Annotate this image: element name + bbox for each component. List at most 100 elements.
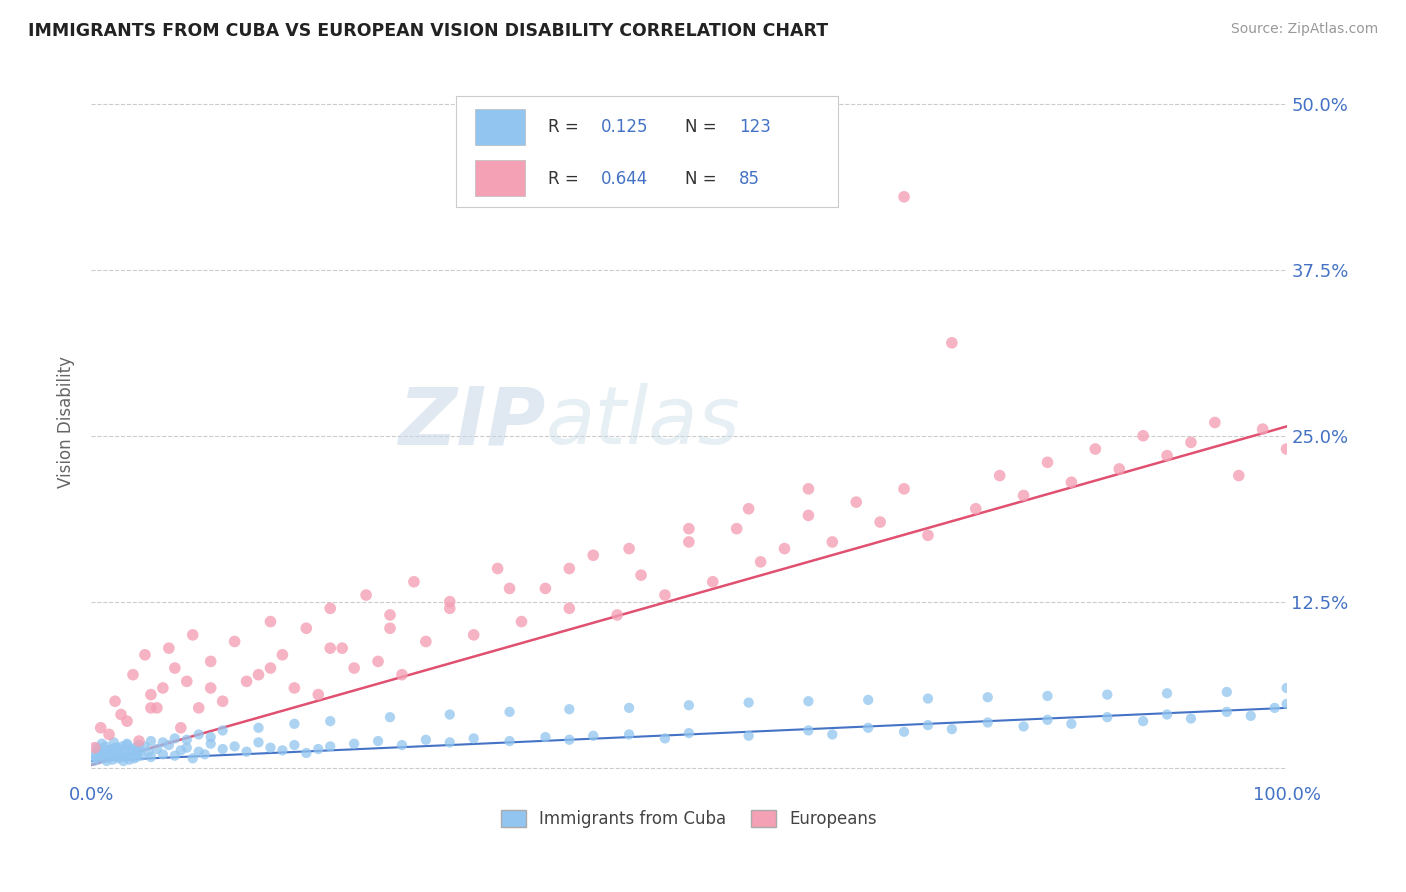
Point bbox=[107, 740, 129, 755]
Point bbox=[283, 681, 305, 695]
Point bbox=[319, 714, 342, 728]
Point bbox=[558, 702, 581, 716]
Point bbox=[617, 701, 640, 715]
Point bbox=[737, 501, 759, 516]
Point bbox=[134, 739, 156, 754]
Point bbox=[319, 641, 342, 656]
Point bbox=[91, 746, 114, 760]
Point bbox=[1012, 719, 1035, 733]
Point bbox=[110, 748, 132, 763]
Point bbox=[378, 607, 401, 622]
Point bbox=[965, 501, 987, 516]
Point bbox=[122, 745, 145, 759]
Point bbox=[200, 730, 222, 744]
Point bbox=[247, 667, 270, 681]
Point bbox=[295, 621, 318, 635]
Point bbox=[211, 742, 233, 756]
Point bbox=[283, 716, 305, 731]
Point bbox=[259, 661, 281, 675]
Point bbox=[1036, 455, 1059, 469]
Point bbox=[856, 721, 879, 735]
Point bbox=[187, 701, 209, 715]
Point bbox=[1097, 710, 1119, 724]
Point bbox=[114, 743, 136, 757]
Point bbox=[200, 681, 222, 695]
Point bbox=[1132, 429, 1154, 443]
Point bbox=[510, 615, 533, 629]
Point bbox=[498, 734, 520, 748]
Point bbox=[247, 721, 270, 735]
Point bbox=[259, 615, 281, 629]
Point bbox=[654, 588, 676, 602]
Point bbox=[893, 724, 915, 739]
Point bbox=[1216, 705, 1239, 719]
Point bbox=[117, 747, 139, 762]
Point bbox=[97, 743, 120, 757]
Point bbox=[187, 727, 209, 741]
Point bbox=[1216, 685, 1239, 699]
Point bbox=[917, 528, 939, 542]
Point bbox=[112, 754, 135, 768]
Point bbox=[354, 588, 377, 602]
Point bbox=[941, 335, 963, 350]
Point bbox=[1060, 716, 1083, 731]
Point bbox=[893, 482, 915, 496]
Point bbox=[1036, 713, 1059, 727]
Point bbox=[1275, 681, 1298, 695]
Point bbox=[1227, 468, 1250, 483]
Point bbox=[118, 753, 141, 767]
Point bbox=[1180, 711, 1202, 725]
Point bbox=[845, 495, 868, 509]
Point bbox=[463, 731, 485, 746]
Point bbox=[1180, 435, 1202, 450]
Point bbox=[367, 654, 389, 668]
Point bbox=[98, 747, 121, 762]
Point bbox=[702, 574, 724, 589]
Point bbox=[1240, 709, 1263, 723]
Point bbox=[122, 667, 145, 681]
Point bbox=[98, 750, 121, 764]
Point bbox=[1012, 488, 1035, 502]
Point bbox=[87, 753, 110, 767]
Text: atlas: atlas bbox=[546, 384, 740, 461]
Point bbox=[104, 745, 127, 759]
Point bbox=[181, 751, 204, 765]
Point bbox=[402, 574, 425, 589]
Y-axis label: Vision Disability: Vision Disability bbox=[58, 357, 75, 489]
Point bbox=[617, 541, 640, 556]
Point bbox=[170, 721, 193, 735]
Point bbox=[821, 535, 844, 549]
Point bbox=[391, 667, 413, 681]
Point bbox=[797, 508, 820, 523]
Point bbox=[725, 522, 748, 536]
Point bbox=[114, 750, 136, 764]
Point bbox=[115, 738, 138, 752]
Point bbox=[295, 746, 318, 760]
Point bbox=[367, 734, 389, 748]
Point bbox=[917, 718, 939, 732]
Point bbox=[797, 482, 820, 496]
Point bbox=[558, 561, 581, 575]
Point bbox=[330, 641, 353, 656]
Point bbox=[1264, 701, 1286, 715]
Point bbox=[176, 732, 198, 747]
Point bbox=[439, 601, 461, 615]
Point bbox=[115, 714, 138, 728]
Point bbox=[749, 555, 772, 569]
Point bbox=[941, 722, 963, 736]
Point bbox=[152, 681, 174, 695]
Point bbox=[1275, 697, 1298, 711]
Point bbox=[439, 735, 461, 749]
Point bbox=[104, 740, 127, 755]
Point bbox=[200, 737, 222, 751]
Point bbox=[170, 743, 193, 757]
Point bbox=[139, 734, 162, 748]
Point bbox=[125, 750, 148, 764]
Point bbox=[259, 740, 281, 755]
Point bbox=[463, 628, 485, 642]
Point bbox=[1156, 686, 1178, 700]
Point bbox=[139, 750, 162, 764]
Point bbox=[157, 641, 180, 656]
Point bbox=[1060, 475, 1083, 490]
Point bbox=[1036, 689, 1059, 703]
